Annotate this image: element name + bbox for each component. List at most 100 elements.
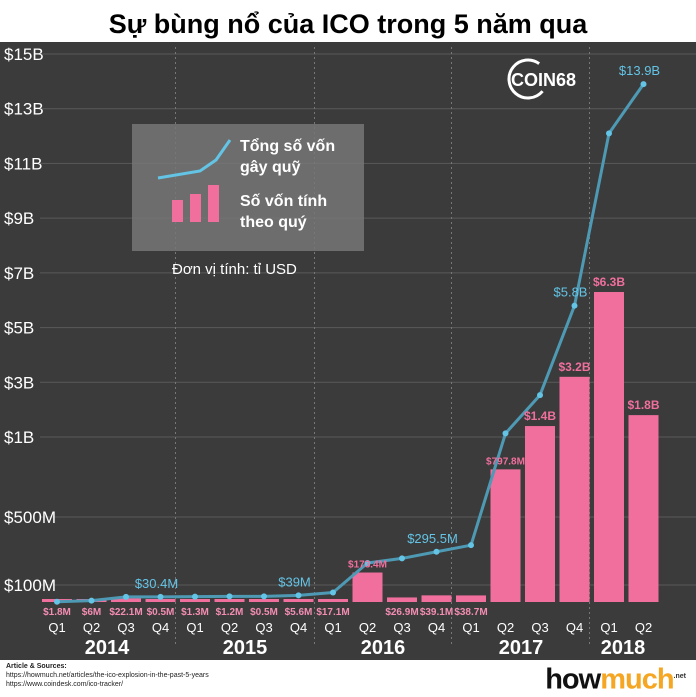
bar (318, 599, 348, 602)
line-point (606, 130, 612, 137)
x-tick-label: Q2 (221, 620, 238, 635)
y-tick-label: $7B (4, 264, 34, 283)
legend-bar-icon-2 (190, 194, 201, 222)
unit-note: Đơn vị tính: tỉ USD (172, 261, 297, 278)
x-tick-label: Q4 (428, 620, 445, 635)
logo-net: .net (673, 673, 686, 680)
y-tick-label: $9B (4, 209, 34, 228)
data-labels: $1.8M $6M $22.1M $0.5M $1.3M $1.2M $0.5M $5.6M $… (43, 63, 660, 618)
bar-data-label: $173.4M (348, 560, 387, 571)
x-tick-label: Q4 (566, 620, 583, 635)
y-tick-label: $100M (4, 576, 56, 595)
bar (594, 292, 624, 602)
line-point (88, 597, 95, 604)
line-annotation: $295.5M (407, 531, 458, 546)
x-tick-label: Q1 (48, 620, 65, 635)
line-point (537, 392, 543, 399)
line-point (502, 430, 509, 437)
bar-data-label: $5.6M (285, 607, 313, 618)
legend-line-icon (157, 139, 232, 180)
bar (559, 376, 590, 602)
legend-bar-label: Số vốn tính theo quý (240, 193, 327, 231)
line-annotation: $13.9B (619, 63, 660, 78)
line-annotation: $5.8B (554, 285, 588, 300)
x-tick-label: Q3 (531, 620, 548, 635)
line-point (433, 548, 440, 555)
x-tick-label: Q2 (83, 620, 100, 635)
legend-bar-icon-1 (172, 200, 183, 222)
x-year-label: 2014 (85, 637, 130, 659)
bar-data-label: $38.7M (454, 607, 487, 618)
bar (421, 595, 452, 602)
bar-data-label: $17.1M (316, 607, 349, 618)
bar (283, 599, 314, 602)
bar (352, 572, 383, 602)
logo-much: much (600, 663, 674, 696)
bar-data-label: $0.5M (147, 607, 175, 618)
bar-data-label: $0.5M (250, 607, 278, 618)
bar (180, 599, 210, 602)
legend-box (132, 124, 364, 251)
line-annotation: $39M (278, 574, 311, 589)
bar (145, 599, 176, 602)
line-point (364, 559, 371, 566)
legend-bar-icon-3 (208, 185, 219, 222)
y-tick-label: $13B (4, 100, 44, 119)
source-link-2[interactable]: https://www.coindesk.com/ico-tracker/ (6, 681, 124, 688)
line-point (468, 542, 474, 549)
howmuch-logo[interactable]: howmuch.net (545, 660, 686, 697)
y-tick-label: $11B (4, 154, 42, 173)
y-tick-label: $15B (4, 45, 44, 64)
y-axis-ticks: $15B $13B $11B $9B $7B $5B $3B $1B $500M $100M (4, 45, 56, 595)
bar-data-label: $6.3B (593, 275, 625, 289)
x-tick-label: Q3 (255, 620, 272, 635)
bar-data-label: $1.3M (181, 607, 209, 618)
line-point (157, 593, 164, 600)
bar-data-label: $3.2B (558, 360, 590, 374)
line-point (640, 81, 647, 88)
x-tick-label: Q2 (359, 620, 376, 635)
y-tick-label: $3B (4, 373, 34, 392)
y-tick-label: $500M (4, 508, 56, 527)
bar (214, 599, 245, 602)
chart: $15B $13B $11B $9B $7B $5B $3B $1B $500M $100M $1… (0, 42, 696, 660)
y-tick-label: $5B (4, 319, 34, 338)
x-axis: Q1 Q2 Q3 Q4 Q1 Q2 Q3 Q4 Q1 Q2 Q3 Q4 Q1 Q2 Q3 Q4 Q1 Q2 2014… (48, 620, 652, 659)
x-tick-label: Q4 (152, 620, 169, 635)
source-link-1[interactable]: https://howmuch.net/articles/the-ico-exp… (6, 672, 209, 679)
bar-data-label: $1.2M (216, 607, 244, 618)
line-point (192, 593, 198, 600)
x-tick-label: Q2 (497, 620, 514, 635)
line-point (261, 593, 267, 600)
x-year-label: 2017 (499, 637, 544, 659)
line-point (571, 302, 578, 309)
bar-data-label: $26.9M (385, 607, 418, 618)
bar (249, 599, 279, 602)
line-point (54, 598, 60, 605)
logo-how: how (545, 663, 601, 696)
bar (111, 598, 141, 602)
line-point (399, 555, 405, 562)
cumulative-line-layer (54, 81, 647, 605)
line-point (295, 592, 302, 599)
y-tick-label: $1B (4, 428, 34, 447)
legend-line-label: Tổng số vốn gây quỹ (240, 137, 335, 176)
x-tick-label: Q3 (393, 620, 410, 635)
bar (628, 415, 659, 602)
x-tick-label: Q1 (324, 620, 341, 635)
bar-data-label: $22.1M (109, 607, 142, 618)
x-year-label: 2015 (223, 637, 268, 659)
bar-data-label: $1.8M (43, 607, 71, 618)
bar-data-label: $1.4B (524, 409, 556, 423)
legend: Tổng số vốn gây quỹ Số vốn tính theo quý (132, 124, 364, 251)
line-point (226, 593, 233, 600)
x-tick-label: Q1 (186, 620, 203, 635)
bar-data-label: $1.8B (627, 398, 659, 412)
x-tick-label: Q1 (600, 620, 617, 635)
sources-title: Article & Sources: (6, 663, 67, 670)
x-year-label: 2016 (361, 637, 406, 659)
bar (525, 426, 555, 602)
line-annotation: $30.4M (135, 576, 178, 591)
bar (456, 595, 486, 602)
bar-data-label: $797.8M (486, 456, 525, 467)
